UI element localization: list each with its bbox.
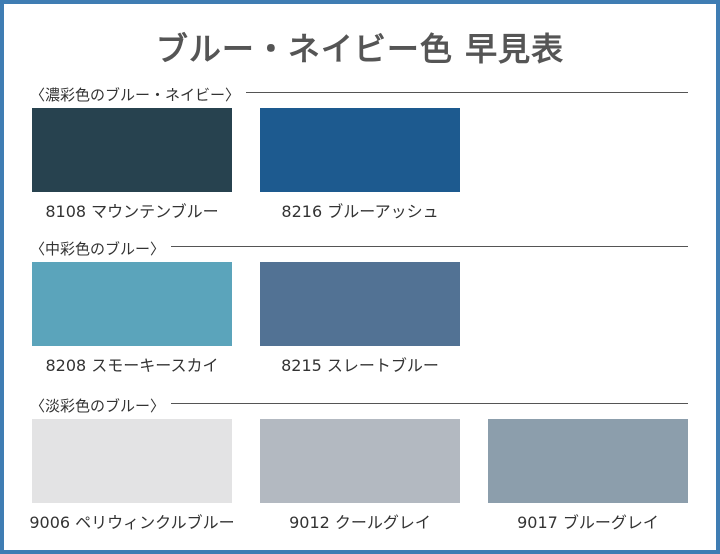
section-heading: 〈濃彩色のブルー・ネイビー〉 [30,84,247,105]
color-swatch [32,419,232,503]
swatch-label: 9017 ブルーグレイ [517,513,659,532]
section-rule [30,403,688,404]
color-swatch [260,262,460,346]
swatch-label: 8208 スモーキースカイ [45,356,219,375]
color-swatch [32,108,232,192]
section-heading: 〈淡彩色のブルー〉 [30,395,172,416]
swatch-label: 9012 クールグレイ [289,513,431,532]
section-rule [30,246,688,247]
color-swatch [32,262,232,346]
color-swatch [260,419,460,503]
color-swatch [260,108,460,192]
color-swatch [488,419,688,503]
section-heading: 〈中彩色のブルー〉 [30,238,172,259]
section-rule [30,92,688,93]
swatch-label: 9006 ペリウィンクルブルー [29,513,235,532]
title: ブルー・ネイビー色 早見表 [155,30,565,68]
swatch-label: 8108 マウンテンブルー [45,202,219,221]
swatch-label: 8216 ブルーアッシュ [281,202,439,221]
swatch-label: 8215 スレートブルー [281,356,439,375]
